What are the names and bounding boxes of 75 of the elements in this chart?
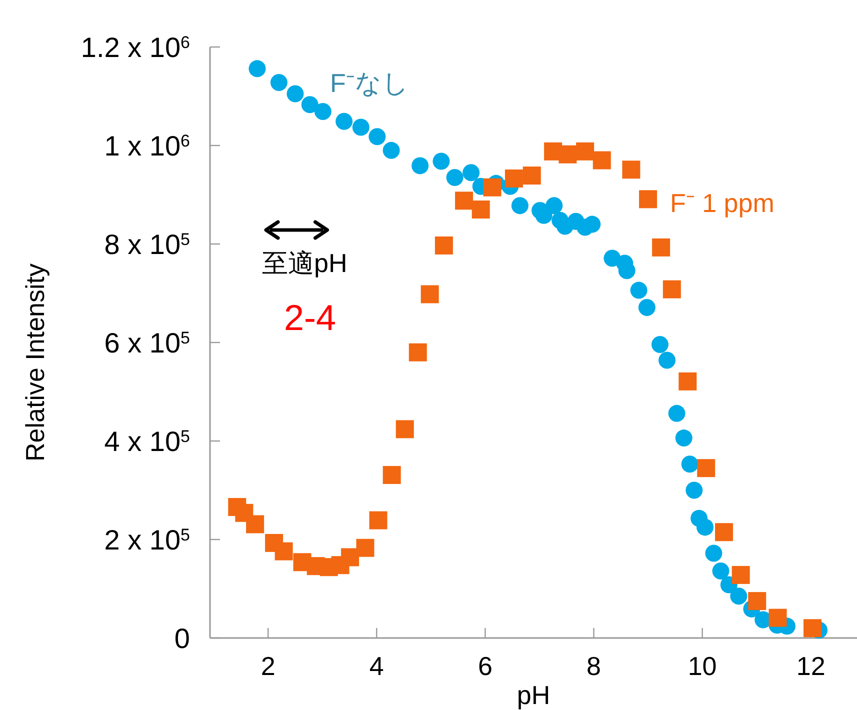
point xyxy=(483,178,502,196)
point xyxy=(768,608,787,627)
annotation: 至適pH xyxy=(262,248,348,278)
y-tick-label: 4 x 10$^{5}$ xyxy=(104,426,190,457)
x-axis-title: pH xyxy=(516,680,550,710)
point xyxy=(705,544,722,562)
y-tick-label: 1 x 10$^{6}$ xyxy=(104,130,190,162)
point xyxy=(651,336,668,353)
point xyxy=(368,128,386,146)
point xyxy=(462,164,480,182)
series-label: F⁻なし xyxy=(330,68,409,98)
point xyxy=(681,456,698,473)
point xyxy=(511,197,528,214)
point xyxy=(522,166,541,185)
point xyxy=(356,538,374,557)
point xyxy=(592,151,611,170)
x-tick-label: 2 xyxy=(260,651,276,681)
point xyxy=(412,157,429,174)
point xyxy=(432,152,450,170)
x-tick-label: 8 xyxy=(586,651,601,681)
point xyxy=(639,190,658,208)
point xyxy=(434,236,453,254)
point xyxy=(446,169,464,186)
point xyxy=(504,169,523,188)
y-tick-label: 1.2 x 10$^{6}$ xyxy=(80,32,190,63)
point xyxy=(730,588,748,605)
y-tick-label: 6 x 10$^{5}$ xyxy=(104,328,190,358)
point xyxy=(341,548,360,566)
x-tick-label: 10 xyxy=(688,651,717,681)
x-tick-label: 6 xyxy=(478,651,492,681)
point xyxy=(546,197,563,214)
x-tick-label: 12 xyxy=(796,651,826,681)
point xyxy=(630,282,648,299)
point xyxy=(455,192,474,210)
point xyxy=(686,482,703,499)
point xyxy=(369,511,388,530)
point xyxy=(715,523,734,542)
point xyxy=(652,238,670,256)
y-tick-label: 8 x 10$^{5}$ xyxy=(104,229,190,260)
point xyxy=(662,280,681,298)
point xyxy=(246,515,264,534)
point xyxy=(382,466,401,484)
point xyxy=(675,430,692,447)
point xyxy=(314,103,332,120)
point xyxy=(301,96,318,114)
point xyxy=(270,74,288,91)
series-label: F⁻ 1 ppm xyxy=(670,188,774,218)
point xyxy=(658,352,676,369)
point xyxy=(732,566,750,584)
point xyxy=(408,343,427,362)
y-tick-label: 0 xyxy=(174,623,190,654)
point xyxy=(472,200,490,219)
point xyxy=(697,459,716,478)
point xyxy=(336,112,353,130)
point xyxy=(248,60,266,78)
point xyxy=(696,518,714,536)
y-axis-title: Relative Intensity xyxy=(20,264,50,462)
point xyxy=(420,285,439,304)
point xyxy=(352,118,370,136)
x-tick-label: 4 xyxy=(369,651,384,681)
point xyxy=(274,542,293,560)
point xyxy=(803,619,822,638)
point xyxy=(638,299,656,316)
annotation: 2-4 xyxy=(284,297,336,338)
point xyxy=(382,142,400,159)
point xyxy=(748,592,766,610)
y-tick-label: 2 x 10$^{5}$ xyxy=(104,524,190,556)
point xyxy=(668,404,686,422)
point xyxy=(712,562,730,580)
point xyxy=(576,142,594,160)
point xyxy=(622,160,640,179)
point xyxy=(678,372,697,390)
point xyxy=(396,420,414,438)
point xyxy=(286,85,304,102)
point xyxy=(584,216,601,233)
